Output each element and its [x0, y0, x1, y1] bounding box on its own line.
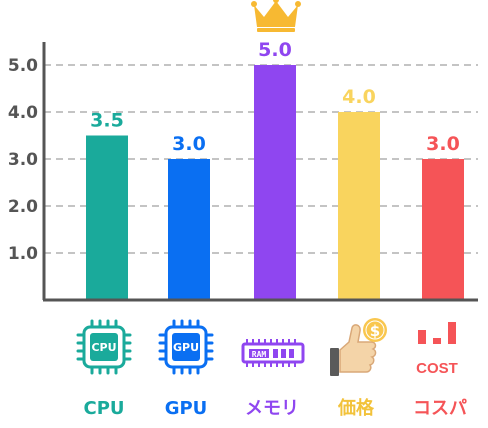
- y-tick-label: 3.0: [8, 150, 38, 170]
- bar-value-label: 3.0: [172, 133, 206, 155]
- bar-value-label: 5.0: [258, 39, 292, 61]
- bar: [254, 65, 296, 300]
- gpu-chip-text: GPU: [173, 341, 199, 354]
- bars: [86, 65, 464, 300]
- cpu-chip-icon: CPU: [76, 319, 132, 375]
- bar: [422, 159, 464, 300]
- ram-module-text: RAM: [252, 350, 267, 359]
- y-axis-ticks: 1.0 2.0 3.0 4.0 5.0: [8, 56, 38, 264]
- bar: [168, 159, 210, 300]
- bar: [338, 112, 380, 300]
- category-labels: CPU GPU メモリ 価格 コスパ: [83, 397, 467, 419]
- cpu-chip-text: CPU: [91, 341, 116, 354]
- thumbs-up-coin-icon: $: [330, 318, 387, 376]
- value-labels: 3.5 3.0 5.0 4.0 3.0: [90, 39, 460, 155]
- bar-value-label: 3.5: [90, 110, 124, 132]
- bar: [86, 135, 128, 300]
- cost-bar-icon: COST: [416, 322, 458, 377]
- y-tick-label: 2.0: [8, 197, 38, 217]
- bar-value-label: 3.0: [426, 133, 460, 155]
- category-label: CPU: [83, 398, 124, 419]
- y-tick-label: 1.0: [8, 244, 38, 264]
- category-label: メモリ: [245, 398, 299, 419]
- gpu-chip-icon: GPU: [158, 319, 214, 375]
- bar-value-label: 4.0: [342, 86, 376, 108]
- coin-dollar-text: $: [370, 322, 380, 340]
- category-label: GPU: [165, 398, 208, 419]
- category-label: コスパ: [413, 398, 467, 419]
- y-tick-label: 5.0: [8, 56, 38, 76]
- ram-module-icon: RAM: [241, 339, 305, 367]
- crown-icon: [251, 0, 301, 32]
- category-label: 価格: [337, 397, 375, 419]
- cost-icon-text: COST: [416, 360, 458, 377]
- y-tick-label: 4.0: [8, 103, 38, 123]
